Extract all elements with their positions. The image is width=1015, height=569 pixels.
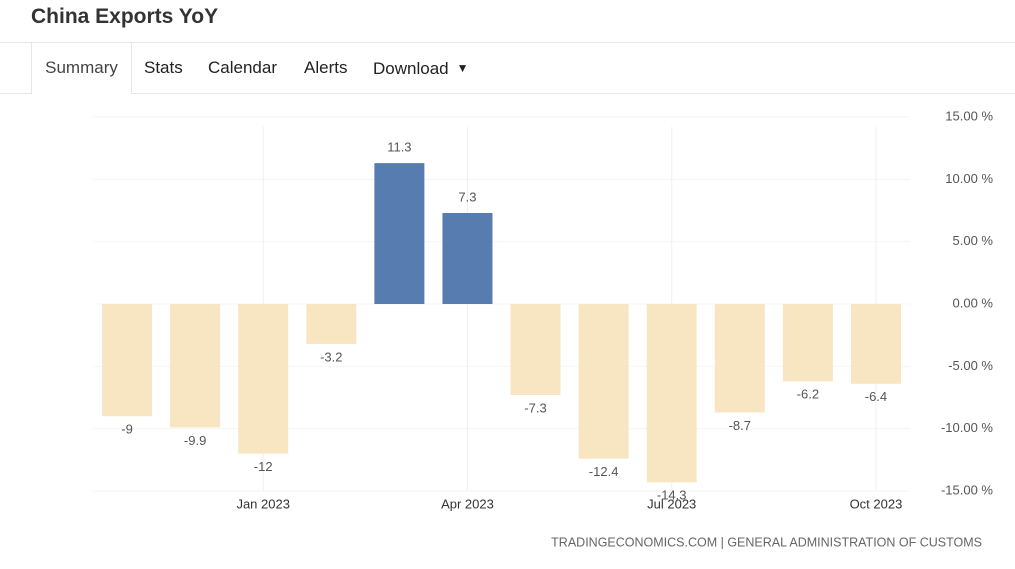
y-tick-label: -5.00 %	[948, 358, 993, 373]
dropdown-caret: ▼	[456, 61, 469, 75]
bar	[714, 304, 765, 413]
data-label: -3.2	[320, 349, 342, 364]
bar	[170, 304, 221, 428]
x-tick-label: Oct 2023	[850, 496, 903, 511]
x-tick-label: Jul 2023	[647, 496, 696, 511]
data-label: 11.3	[387, 140, 411, 155]
tab[interactable]: Summary	[31, 43, 132, 94]
bar	[578, 304, 629, 459]
data-label: -9.9	[184, 433, 206, 448]
data-label: -6.2	[797, 387, 819, 402]
y-tick-label: -15.00 %	[941, 482, 993, 497]
tab-bar: Summary Stats Calendar Alerts Download ▼	[0, 42, 1015, 94]
bar	[850, 304, 901, 384]
bar	[306, 304, 357, 344]
y-tick-label: 15.00 %	[945, 108, 993, 123]
tab[interactable]: Calendar	[208, 58, 277, 77]
data-label: -8.7	[729, 418, 751, 433]
bar	[442, 212, 493, 304]
bar	[238, 304, 289, 454]
bar	[510, 304, 561, 396]
y-tick-label: 5.00 %	[953, 233, 994, 248]
tab[interactable]: Alerts	[304, 58, 348, 77]
data-label: -12	[254, 459, 273, 474]
tab-label[interactable]: Download	[373, 59, 449, 78]
bar	[646, 304, 697, 483]
page-title: China Exports YoY	[31, 5, 219, 28]
y-tick-label: -10.00 %	[941, 420, 993, 435]
x-tick-label: Apr 2023	[441, 496, 494, 511]
data-label: -9	[121, 422, 133, 437]
data-label: -7.3	[524, 400, 546, 415]
bar	[374, 163, 425, 304]
data-label: -6.4	[865, 389, 887, 404]
x-tick-label: Jan 2023	[236, 496, 290, 511]
bar	[102, 304, 153, 417]
y-tick-label: 0.00 %	[953, 295, 994, 310]
source: TRADINGECONOMICS.COM | GENERAL ADMINISTR…	[551, 535, 982, 549]
tab[interactable]: Stats	[144, 58, 183, 77]
data-label: -14.3	[657, 488, 687, 503]
tab[interactable]: Download ▼	[373, 43, 469, 93]
data-label: -12.4	[589, 464, 619, 479]
data-label: 7.3	[458, 189, 476, 204]
bar	[782, 304, 833, 382]
y-tick-label: 10.00 %	[945, 171, 993, 186]
